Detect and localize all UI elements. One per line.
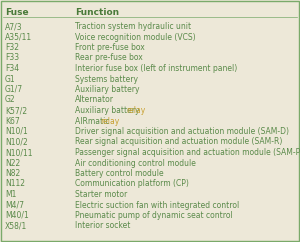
Text: relay: relay [100,116,120,126]
Text: K57/2: K57/2 [5,106,27,115]
Text: N82: N82 [5,169,20,178]
Text: N10/2: N10/2 [5,137,28,146]
Text: M4/7: M4/7 [5,201,24,210]
Text: G1/7: G1/7 [5,85,23,94]
Text: Electric suction fan with integrated control: Electric suction fan with integrated con… [75,201,239,210]
Text: N22: N22 [5,159,20,167]
Text: X58/1: X58/1 [5,221,27,230]
Text: Driver signal acquisition and actuation module (SAM-D): Driver signal acquisition and actuation … [75,127,289,136]
Text: M40/1: M40/1 [5,211,29,220]
Text: Alternator: Alternator [75,96,114,105]
Text: G1: G1 [5,75,16,83]
Text: F34: F34 [5,64,19,73]
Text: K67: K67 [5,116,20,126]
Text: relay: relay [126,106,146,115]
Text: F32: F32 [5,43,19,52]
Text: Interior socket: Interior socket [75,221,130,230]
Text: A7/3: A7/3 [5,22,22,31]
Text: Auxiliary battery: Auxiliary battery [75,85,140,94]
Text: A35/11: A35/11 [5,32,32,41]
Text: Rear signal acquisition and actuation module (SAM-R): Rear signal acquisition and actuation mo… [75,137,282,146]
Text: N112: N112 [5,180,25,189]
Text: Passenger signal acquisition and actuation module (SAM-P): Passenger signal acquisition and actuati… [75,148,300,157]
Text: Air conditioning control module: Air conditioning control module [75,159,196,167]
Text: Pneumatic pump of dynamic seat control: Pneumatic pump of dynamic seat control [75,211,233,220]
Text: Traction system hydraulic unit: Traction system hydraulic unit [75,22,191,31]
Text: M1: M1 [5,190,16,199]
Text: Battery control module: Battery control module [75,169,164,178]
Text: Communication platform (CP): Communication platform (CP) [75,180,189,189]
Text: N10/1: N10/1 [5,127,28,136]
Text: Interior fuse box (left of instrument panel): Interior fuse box (left of instrument pa… [75,64,237,73]
Text: F33: F33 [5,53,19,62]
Text: Front pre-fuse box: Front pre-fuse box [75,43,145,52]
Text: Systems battery: Systems battery [75,75,138,83]
Text: Auxiliary battery: Auxiliary battery [75,106,142,115]
Text: G2: G2 [5,96,16,105]
Text: Fuse: Fuse [5,8,28,17]
Text: Rear pre-fuse box: Rear pre-fuse box [75,53,143,62]
Text: Voice recognition module (VCS): Voice recognition module (VCS) [75,32,196,41]
Text: N10/11: N10/11 [5,148,32,157]
Text: AIRmatic: AIRmatic [75,116,112,126]
Text: Function: Function [75,8,119,17]
Text: Starter motor: Starter motor [75,190,127,199]
